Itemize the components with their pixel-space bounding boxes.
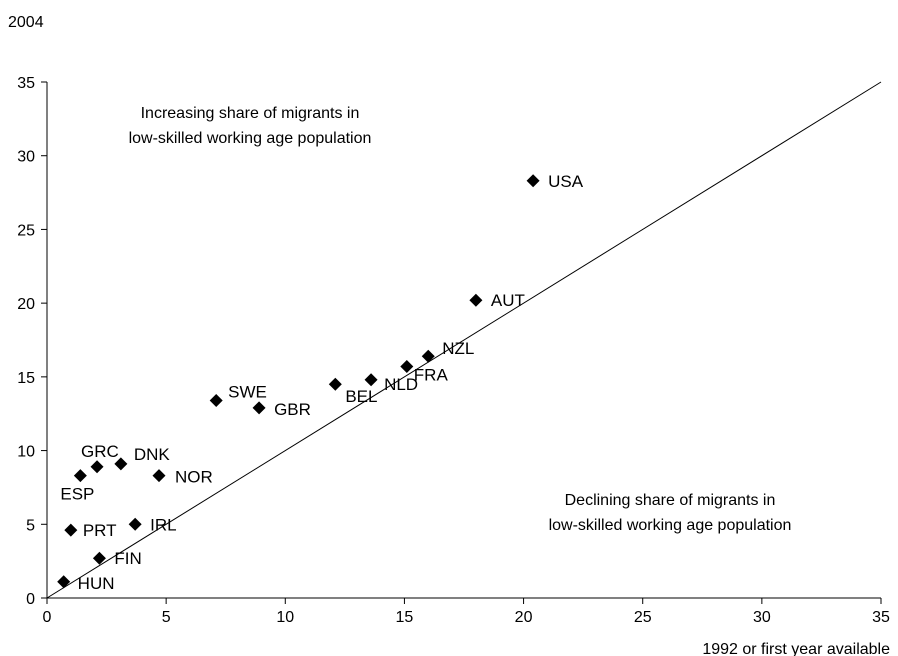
point-label-dnk: DNK [134,445,171,464]
point-label-swe: SWE [228,382,267,401]
x-tick-label: 10 [276,609,294,626]
point-marker-grc [90,460,104,474]
point-marker-prt [64,523,78,537]
point-label-nor: NOR [175,468,213,487]
point-marker-dnk [114,457,128,471]
point-marker-nld [364,373,378,387]
point-label-bel: BEL [345,387,377,406]
point-label-esp: ESP [60,485,94,504]
annotation-declining-line: Declining share of migrants in [565,492,776,509]
y-tick-label: 25 [17,222,35,239]
point-marker-esp [73,469,87,483]
point-marker-bel [328,377,342,391]
reference-line-45deg [46,81,882,599]
annotation-increasing-line: low-skilled working age population [129,130,372,147]
point-label-irl: IRL [150,515,176,534]
y-tick-label: 30 [17,149,35,166]
point-marker-nzl [421,349,435,363]
point-marker-aut [469,293,483,307]
y-tick-label: 10 [17,444,35,461]
point-label-hun: HUN [78,574,115,593]
x-tick-label: 20 [515,609,533,626]
y-tick-label: 0 [26,591,35,608]
point-marker-swe [209,393,223,407]
point-marker-irl [128,517,142,531]
x-tick-label: 15 [396,609,414,626]
point-label-nzl: NZL [442,339,474,358]
y-tick-label: 5 [26,517,35,534]
point-label-fin: FIN [114,549,141,568]
point-label-gbr: GBR [274,400,311,419]
point-marker-usa [526,174,540,188]
annotation-increasing-line: Increasing share of migrants in [141,105,360,122]
x-tick-label: 30 [753,609,771,626]
y-tick-label: 20 [17,296,35,313]
x-tick-label: 0 [43,609,52,626]
y-axis-title: 2004 [8,14,44,31]
point-marker-nor [152,469,166,483]
point-label-grc: GRC [81,442,119,461]
point-marker-hun [57,575,71,589]
annotation-declining-line: low-skilled working age population [549,517,792,534]
reference-line-group [46,81,882,599]
point-marker-fin [92,551,106,565]
x-axis-title: 1992 or first year available [702,641,890,656]
point-label-prt: PRT [83,521,117,540]
x-tick-label: 5 [162,609,171,626]
point-marker-fra [400,360,414,374]
axes: 0 5 10 15 20 25 30 35 0 5 10 15 20 25 30 35 [17,75,890,626]
point-label-usa: USA [548,172,584,191]
point-label-nld: NLD [384,375,418,394]
x-tick-label: 35 [872,609,890,626]
point-marker-gbr [252,401,266,415]
x-tick-label: 25 [634,609,652,626]
y-tick-label: 35 [17,75,35,92]
y-tick-label: 15 [17,370,35,387]
annotations: Increasing share of migrants in low-skill… [129,105,792,534]
point-label-fra: FRA [414,366,449,385]
point-label-aut: AUT [491,291,525,310]
